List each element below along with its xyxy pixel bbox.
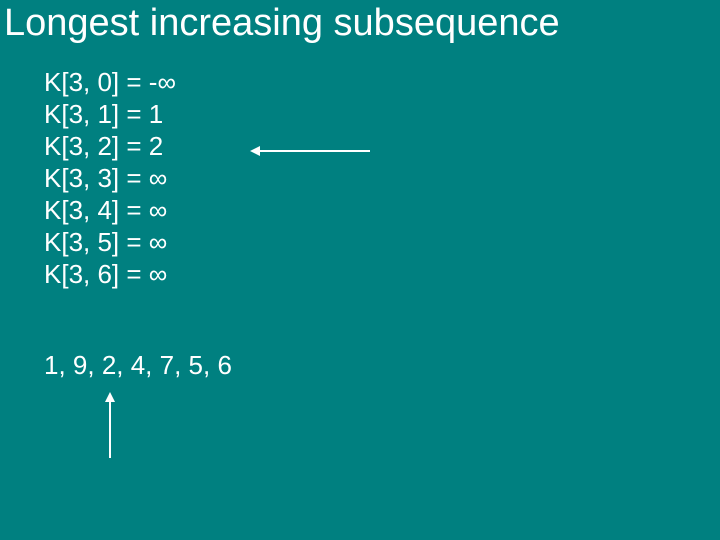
k-line-lhs: K[3, 3]	[44, 162, 119, 194]
k-line-rhs: = ∞	[126, 194, 167, 226]
k-line-lhs: K[3, 0]	[44, 66, 119, 98]
k-line: K[3, 0] = -∞	[44, 66, 176, 98]
arrow-head-icon	[105, 392, 115, 402]
arrow-left-icon	[250, 146, 370, 156]
k-line: K[3, 6] = ∞	[44, 258, 176, 290]
arrow-head-icon	[250, 146, 260, 156]
k-line-rhs: = ∞	[126, 258, 167, 290]
page-title: Longest increasing subsequence	[4, 2, 560, 45]
k-line-lhs: K[3, 6]	[44, 258, 119, 290]
k-line-rhs: = -∞	[126, 66, 176, 98]
arrow-shaft	[109, 402, 111, 458]
k-line: K[3, 4] = ∞	[44, 194, 176, 226]
k-line: K[3, 5] = ∞	[44, 226, 176, 258]
k-line: K[3, 3] = ∞	[44, 162, 176, 194]
k-line-rhs: = 2	[126, 130, 163, 162]
k-line-lhs: K[3, 1]	[44, 98, 119, 130]
k-lines-block: K[3, 0] = -∞ K[3, 1] = 1 K[3, 2] = 2 K[3…	[44, 66, 176, 290]
k-line-lhs: K[3, 2]	[44, 130, 119, 162]
k-line-rhs: = ∞	[126, 162, 167, 194]
k-line: K[3, 1] = 1	[44, 98, 176, 130]
k-line-lhs: K[3, 5]	[44, 226, 119, 258]
k-line-lhs: K[3, 4]	[44, 194, 119, 226]
k-line-rhs: = 1	[126, 98, 163, 130]
arrow-up-icon	[105, 392, 115, 458]
k-line-rhs: = ∞	[126, 226, 167, 258]
arrow-shaft	[260, 150, 370, 152]
sequence-text: 1, 9, 2, 4, 7, 5, 6	[44, 350, 232, 381]
k-line: K[3, 2] = 2	[44, 130, 176, 162]
